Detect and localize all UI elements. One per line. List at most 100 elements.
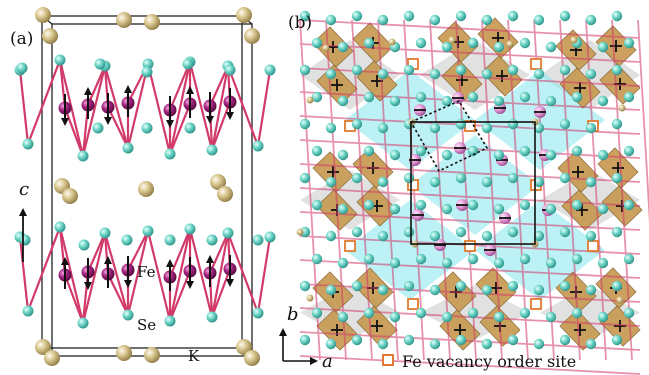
se-atom: [481, 122, 493, 134]
se-atom: [311, 145, 323, 157]
se-atom: [264, 64, 276, 76]
fe-label: Fe: [137, 263, 156, 281]
se-atom: [351, 226, 363, 238]
se-atom: [377, 176, 389, 188]
se-atom: [77, 317, 89, 329]
se-atom: [377, 122, 389, 134]
se-atom: [19, 234, 31, 246]
se-atom: [611, 64, 623, 76]
se-atom: [467, 307, 479, 319]
fe-se-bond: [127, 230, 149, 271]
se-atom: [623, 37, 635, 49]
se-atom: [519, 91, 531, 103]
spin-arrows: [61, 85, 234, 291]
se-atom: [481, 338, 493, 350]
se-atom: [455, 334, 467, 346]
fe-se-bond: [168, 270, 192, 322]
unit-cell-square: [410, 121, 536, 245]
se-atom: [54, 221, 66, 233]
se-atom: [363, 145, 375, 157]
se-atom: [585, 68, 597, 80]
se-atom: [337, 311, 349, 323]
se-atom: [77, 150, 89, 162]
se-atom: [389, 257, 401, 269]
se-atom: [545, 311, 557, 323]
se-atom: [22, 305, 34, 317]
se-atom: [206, 234, 218, 246]
se-atom: [455, 172, 467, 184]
se-atom: [597, 203, 609, 215]
se-atom: [571, 145, 583, 157]
c-axis-label: c: [19, 179, 29, 200]
k-atom: [322, 44, 330, 52]
bond-line: [299, 43, 641, 63]
se-atom: [455, 280, 467, 292]
se-atom: [206, 311, 218, 323]
panel-b-top-view: (b) b a Fe vacancy order site: [279, 10, 649, 375]
se-atom: [363, 253, 375, 265]
vacancy-square: [587, 240, 599, 252]
se-atom: [441, 203, 453, 215]
se-atom: [299, 118, 311, 130]
se-atom: [222, 227, 234, 239]
atoms: [14, 7, 276, 366]
se-atom: [377, 230, 389, 242]
k-atom: [448, 36, 456, 44]
se-atom: [299, 280, 311, 292]
se-atom: [611, 280, 623, 292]
se-atom: [507, 118, 519, 130]
se-atom: [351, 64, 363, 76]
sub-cell-dotted: [409, 99, 489, 173]
se-atom: [121, 234, 133, 246]
se-atom: [545, 257, 557, 269]
k-atom: [306, 294, 314, 302]
se-atom: [403, 226, 415, 238]
se-atom: [467, 145, 479, 157]
se-atom: [377, 284, 389, 296]
se-atom: [351, 118, 363, 130]
se-atom: [571, 253, 583, 265]
se-atom: [224, 64, 236, 76]
se-atom: [623, 307, 635, 319]
bond-line: [611, 19, 633, 361]
se-atom: [389, 203, 401, 215]
fe-se-bond: [63, 107, 85, 157]
se-atom: [507, 280, 519, 292]
fe-se-bond: [210, 268, 232, 318]
se-atom: [533, 230, 545, 242]
se-atom: [441, 95, 453, 107]
k-atom: [138, 181, 154, 197]
vacancy-square: [530, 58, 542, 70]
se-atom: [585, 284, 597, 296]
k-atom: [244, 350, 260, 366]
se-atom: [415, 253, 427, 265]
se-atom: [481, 176, 493, 188]
k-atom: [62, 188, 78, 204]
se-atom: [467, 91, 479, 103]
fe-se-bond: [107, 106, 129, 149]
k-atom: [217, 186, 233, 202]
fe-se-bond: [168, 228, 192, 278]
se-atom: [325, 14, 337, 26]
se-atom: [337, 257, 349, 269]
se-atom: [122, 142, 134, 154]
se-atom: [585, 338, 597, 350]
se-atom: [429, 284, 441, 296]
se-atom: [597, 41, 609, 53]
se-atom: [585, 14, 597, 26]
bond-line: [559, 19, 581, 361]
se-atom: [571, 91, 583, 103]
se-atom: [363, 37, 375, 49]
se-atom: [559, 64, 571, 76]
se-atom: [533, 68, 545, 80]
k-atom: [35, 339, 51, 355]
se-atom: [441, 257, 453, 269]
se-atom: [533, 338, 545, 350]
se-atom: [467, 199, 479, 211]
se-atom: [389, 95, 401, 107]
se-atom: [94, 58, 106, 70]
se-atom: [519, 199, 531, 211]
se-atom: [182, 58, 194, 70]
atoms-top: [296, 10, 635, 350]
